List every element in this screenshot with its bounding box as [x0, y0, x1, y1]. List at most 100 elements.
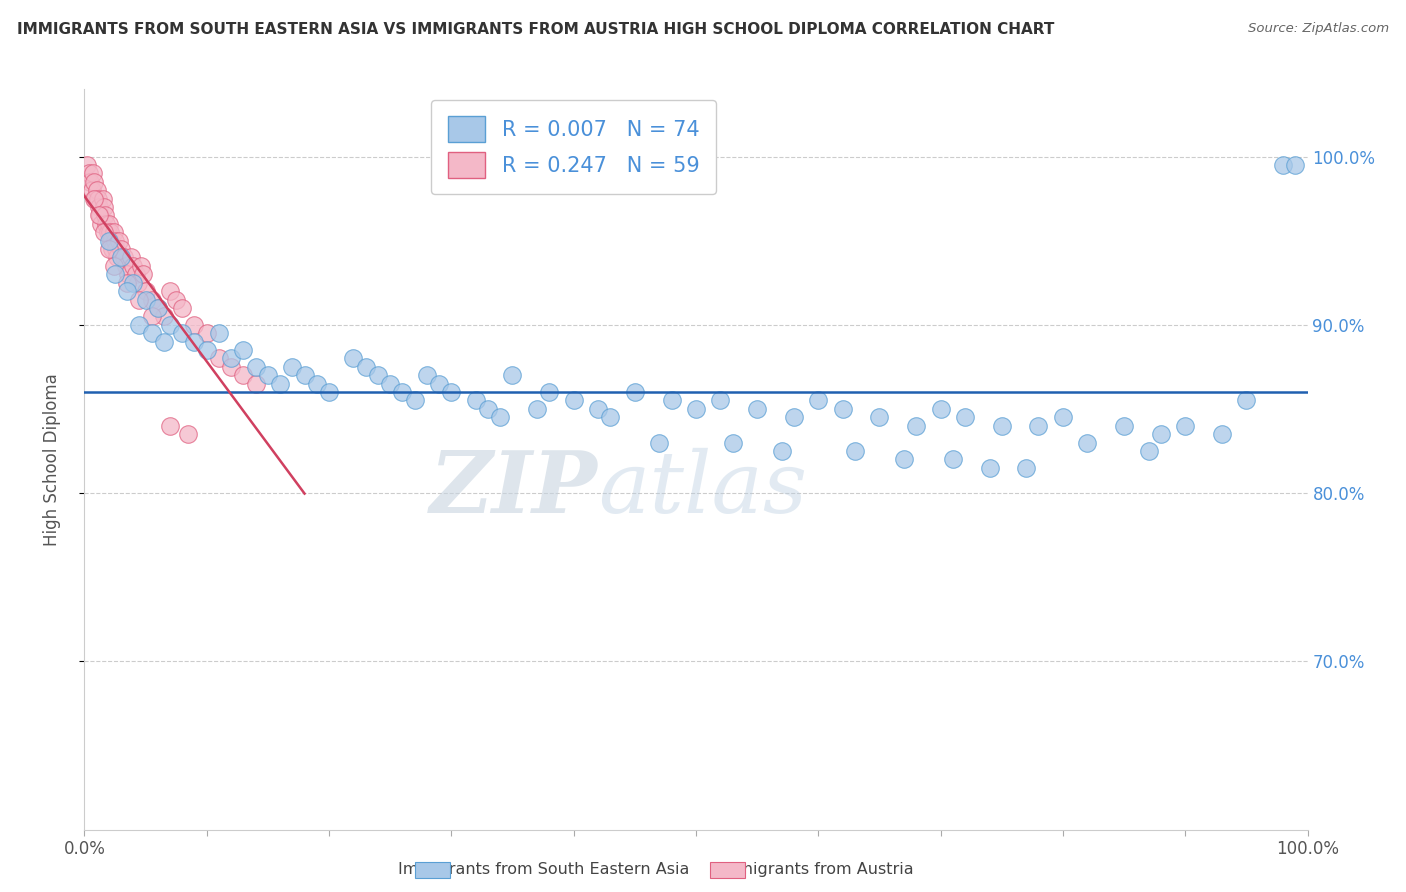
Point [648, 435, 671, 450]
Point [709, 393, 731, 408]
Point [115, 284, 138, 298]
Point [624, 385, 647, 400]
Point [172, 326, 194, 341]
Point [1174, 418, 1197, 433]
Point [97, 217, 120, 231]
Point [98, 225, 121, 239]
Point [115, 276, 138, 290]
Point [257, 368, 280, 383]
Point [464, 393, 486, 408]
Point [87, 192, 110, 206]
Point [146, 301, 169, 315]
Text: IMMIGRANTS FROM SOUTH EASTERN ASIA VS IMMIGRANTS FROM AUSTRIA HIGH SCHOOL DIPLOM: IMMIGRANTS FROM SOUTH EASTERN ASIA VS IM… [17, 22, 1054, 37]
Point [404, 393, 426, 408]
Point [195, 326, 218, 341]
Point [177, 427, 200, 442]
Point [953, 410, 976, 425]
Point [305, 376, 328, 391]
Point [991, 418, 1014, 433]
Point [195, 343, 218, 357]
Point [354, 359, 377, 374]
Point [132, 268, 155, 282]
Point [97, 234, 120, 248]
Point [159, 318, 181, 332]
Point [79, 175, 101, 189]
Point [1028, 418, 1050, 433]
Point [159, 418, 181, 433]
Text: Immigrants from Austria: Immigrants from Austria [717, 863, 914, 877]
Point [97, 242, 120, 256]
Point [127, 276, 149, 290]
Point [112, 251, 135, 265]
Point [807, 393, 830, 408]
Point [103, 225, 125, 239]
Point [105, 242, 128, 256]
Point [165, 293, 187, 307]
Point [979, 460, 1001, 475]
Point [122, 259, 145, 273]
Point [770, 444, 793, 458]
Text: Source: ZipAtlas.com: Source: ZipAtlas.com [1249, 22, 1389, 36]
Point [685, 401, 707, 416]
Point [747, 401, 769, 416]
Point [1114, 418, 1136, 433]
Point [153, 334, 176, 349]
Point [1272, 158, 1295, 172]
Point [427, 376, 450, 391]
Point [135, 293, 157, 307]
Point [104, 268, 127, 282]
Point [893, 452, 915, 467]
Point [294, 368, 316, 383]
Point [120, 251, 142, 265]
Point [929, 401, 952, 416]
Point [115, 259, 138, 273]
Point [141, 326, 163, 341]
Point [117, 268, 139, 282]
Y-axis label: High School Diploma: High School Diploma [42, 373, 60, 546]
Point [89, 208, 111, 222]
Point [172, 301, 194, 315]
Point [208, 351, 231, 366]
Point [318, 385, 340, 400]
Point [105, 251, 128, 265]
Point [831, 401, 853, 416]
Point [208, 326, 231, 341]
Point [502, 368, 524, 383]
Point [245, 376, 267, 391]
Point [101, 242, 124, 256]
Point [129, 259, 152, 273]
Point [110, 242, 132, 256]
Point [93, 200, 115, 214]
Point [391, 385, 413, 400]
Point [141, 293, 163, 307]
Point [562, 393, 585, 408]
Point [721, 435, 744, 450]
Point [1284, 158, 1306, 172]
Point [1211, 427, 1233, 442]
Point [245, 359, 267, 374]
Point [91, 192, 114, 206]
Point [94, 208, 117, 222]
Point [87, 200, 110, 214]
Point [367, 368, 389, 383]
Point [159, 284, 181, 298]
Point [76, 158, 98, 172]
Point [440, 385, 463, 400]
Legend: R = 0.007   N = 74, R = 0.247   N = 59: R = 0.007 N = 74, R = 0.247 N = 59 [432, 100, 716, 194]
Point [100, 234, 122, 248]
Point [90, 217, 112, 231]
Point [269, 376, 291, 391]
Point [586, 401, 609, 416]
Point [103, 259, 125, 273]
Point [135, 284, 157, 298]
Point [526, 401, 548, 416]
Point [77, 166, 100, 180]
Point [219, 351, 242, 366]
Point [1137, 444, 1160, 458]
Point [107, 234, 129, 248]
Point [232, 368, 254, 383]
Point [128, 293, 150, 307]
Point [82, 166, 104, 180]
Point [183, 318, 205, 332]
Point [153, 310, 176, 324]
